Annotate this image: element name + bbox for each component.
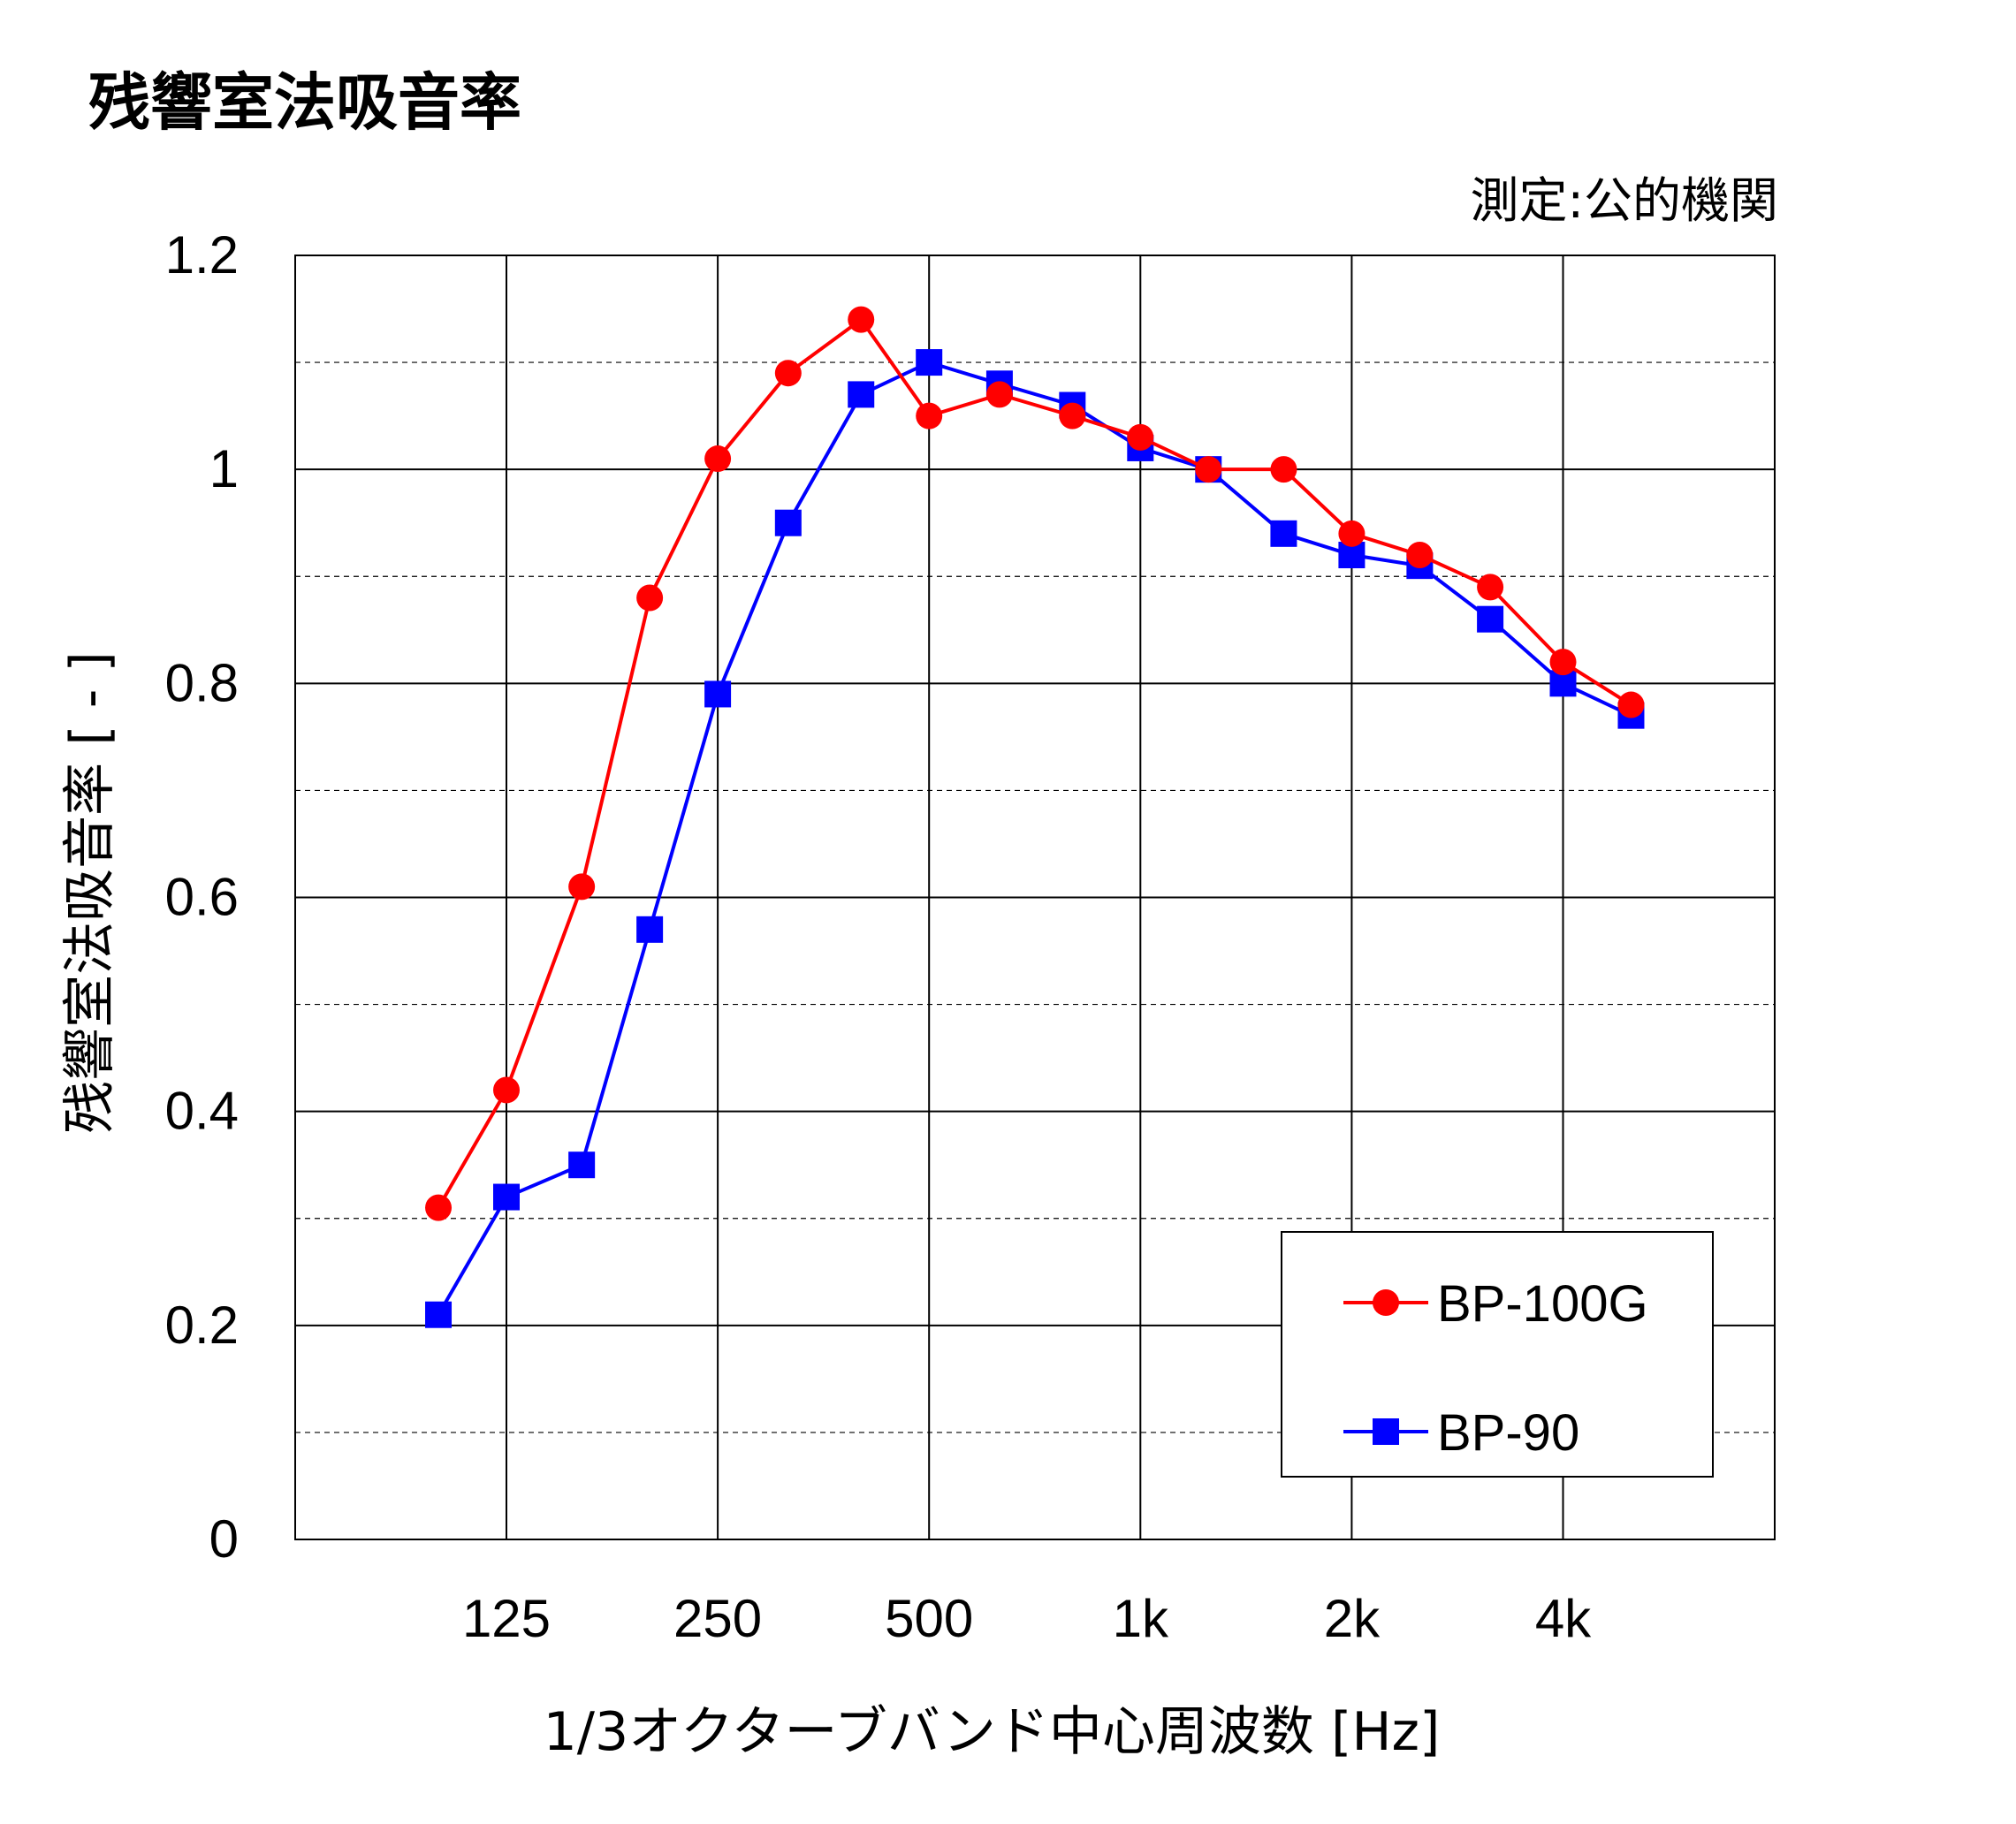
data-point (493, 1183, 520, 1211)
data-point (568, 1151, 596, 1179)
legend-marker (1373, 1289, 1399, 1316)
legend-item: BP-90 (1343, 1404, 1579, 1462)
data-point (1270, 456, 1297, 483)
data-point (985, 381, 1013, 408)
legend-item: BP-100G (1343, 1275, 1648, 1333)
x-tick-label: 125 (462, 1589, 551, 1648)
y-tick-label: 0.6 (165, 868, 239, 927)
data-point (1270, 520, 1297, 547)
chart-subtitle: 測定:公的機関 (1470, 172, 1778, 229)
data-point (1127, 423, 1154, 451)
data-point (848, 381, 875, 408)
legend-box (1281, 1231, 1714, 1478)
x-tick-label: 4k (1535, 1589, 1592, 1648)
data-point (1406, 542, 1434, 569)
data-point (916, 402, 943, 429)
data-point (1549, 649, 1577, 676)
x-axis-tick-labels: 125 250 500 1k 2k 4k (462, 1589, 1592, 1648)
x-tick-label: 1k (1113, 1589, 1169, 1648)
y-tick-label: 0.8 (165, 653, 239, 712)
data-point (848, 306, 875, 333)
data-point (636, 916, 664, 943)
y-tick-label: 0.4 (165, 1082, 239, 1141)
data-point (774, 509, 802, 536)
plot-frame (294, 255, 1776, 1540)
x-tick-label: 500 (885, 1589, 973, 1648)
data-point (1059, 402, 1086, 429)
y-tick-label: 1 (209, 439, 239, 498)
x-axis-label: 1/3オクターブバンド中心周波数 [Hz] (544, 1701, 1441, 1763)
y-axis-label: 残響室法吸音率 [ - ] (59, 651, 121, 1134)
data-point (1195, 456, 1222, 483)
data-point (493, 1076, 520, 1104)
legend: BP-100G BP-90 (1281, 1231, 1714, 1478)
data-point (425, 1301, 453, 1328)
y-tick-label: 1.2 (165, 225, 239, 285)
legend-marker (1373, 1418, 1399, 1445)
data-point (568, 873, 596, 901)
x-tick-label: 250 (673, 1589, 762, 1648)
minor-gridlines (295, 361, 1775, 1433)
series-layer (425, 306, 1645, 1328)
data-point (425, 1194, 453, 1221)
x-tick-label: 2k (1324, 1589, 1381, 1648)
y-tick-label: 0.2 (165, 1296, 239, 1355)
data-point (636, 584, 664, 612)
chart-title: 残響室法吸音率 (88, 66, 521, 139)
series-bp-100g (425, 306, 1645, 1221)
data-point (1617, 691, 1645, 718)
plot-area (294, 255, 1776, 1540)
major-gridlines (295, 255, 1775, 1539)
data-point (1477, 605, 1504, 633)
data-point (704, 680, 732, 708)
data-point (916, 349, 943, 376)
y-tick-label: 0 (209, 1509, 239, 1569)
data-point (1477, 574, 1504, 601)
data-point (1338, 520, 1366, 547)
y-axis-tick-labels: 0 0.2 0.4 0.6 0.8 1 1.2 (165, 225, 239, 1569)
data-point (774, 360, 802, 387)
data-point (704, 445, 732, 473)
legend-label: BP-100G (1437, 1275, 1648, 1333)
legend-label: BP-90 (1437, 1404, 1579, 1462)
